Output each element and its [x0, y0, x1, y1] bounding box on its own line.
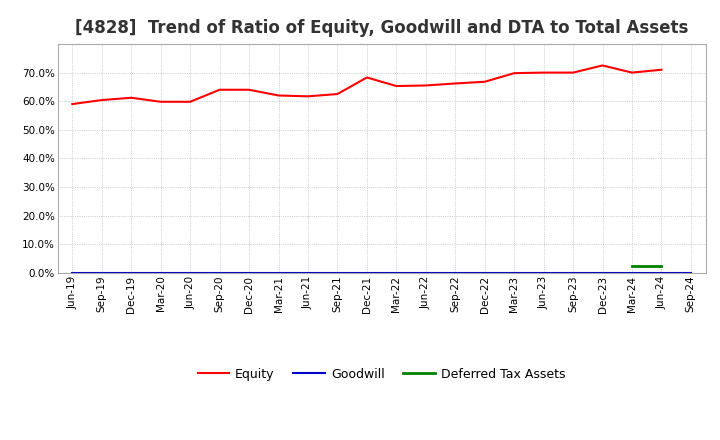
Equity [569, 70, 577, 75]
Equity [304, 94, 312, 99]
Goodwill [304, 270, 312, 275]
Equity [333, 92, 342, 97]
Equity [598, 63, 607, 68]
Goodwill [156, 270, 165, 275]
Equity [127, 95, 135, 100]
Deferred Tax Assets [628, 263, 636, 268]
Goodwill [687, 270, 696, 275]
Equity [657, 67, 666, 72]
Equity [421, 83, 430, 88]
Goodwill [628, 270, 636, 275]
Goodwill [363, 270, 372, 275]
Equity [510, 70, 518, 76]
Equity [186, 99, 194, 104]
Goodwill [392, 270, 400, 275]
Goodwill [539, 270, 548, 275]
Goodwill [186, 270, 194, 275]
Goodwill [245, 270, 253, 275]
Goodwill [421, 270, 430, 275]
Equity [97, 97, 106, 103]
Equity [156, 99, 165, 104]
Goodwill [598, 270, 607, 275]
Goodwill [215, 270, 224, 275]
Goodwill [127, 270, 135, 275]
Goodwill [451, 270, 459, 275]
Goodwill [68, 270, 76, 275]
Goodwill [97, 270, 106, 275]
Equity [392, 84, 400, 89]
Equity [363, 75, 372, 80]
Equity [68, 101, 76, 106]
Equity [628, 70, 636, 75]
Goodwill [274, 270, 283, 275]
Equity [480, 79, 489, 84]
Goodwill [657, 270, 666, 275]
Goodwill [510, 270, 518, 275]
Legend: Equity, Goodwill, Deferred Tax Assets: Equity, Goodwill, Deferred Tax Assets [193, 363, 570, 385]
Goodwill [569, 270, 577, 275]
Equity [215, 87, 224, 92]
Equity [451, 81, 459, 86]
Line: Equity: Equity [72, 66, 662, 104]
Equity [245, 87, 253, 92]
Goodwill [333, 270, 342, 275]
Equity [539, 70, 548, 75]
Deferred Tax Assets [657, 263, 666, 268]
Equity [274, 93, 283, 98]
Goodwill [480, 270, 489, 275]
Title: [4828]  Trend of Ratio of Equity, Goodwill and DTA to Total Assets: [4828] Trend of Ratio of Equity, Goodwil… [75, 19, 688, 37]
